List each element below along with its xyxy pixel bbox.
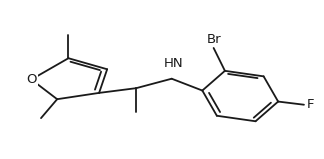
Text: HN: HN [164,57,183,70]
Text: Br: Br [206,33,221,46]
Text: F: F [307,98,314,111]
Text: O: O [26,73,37,86]
